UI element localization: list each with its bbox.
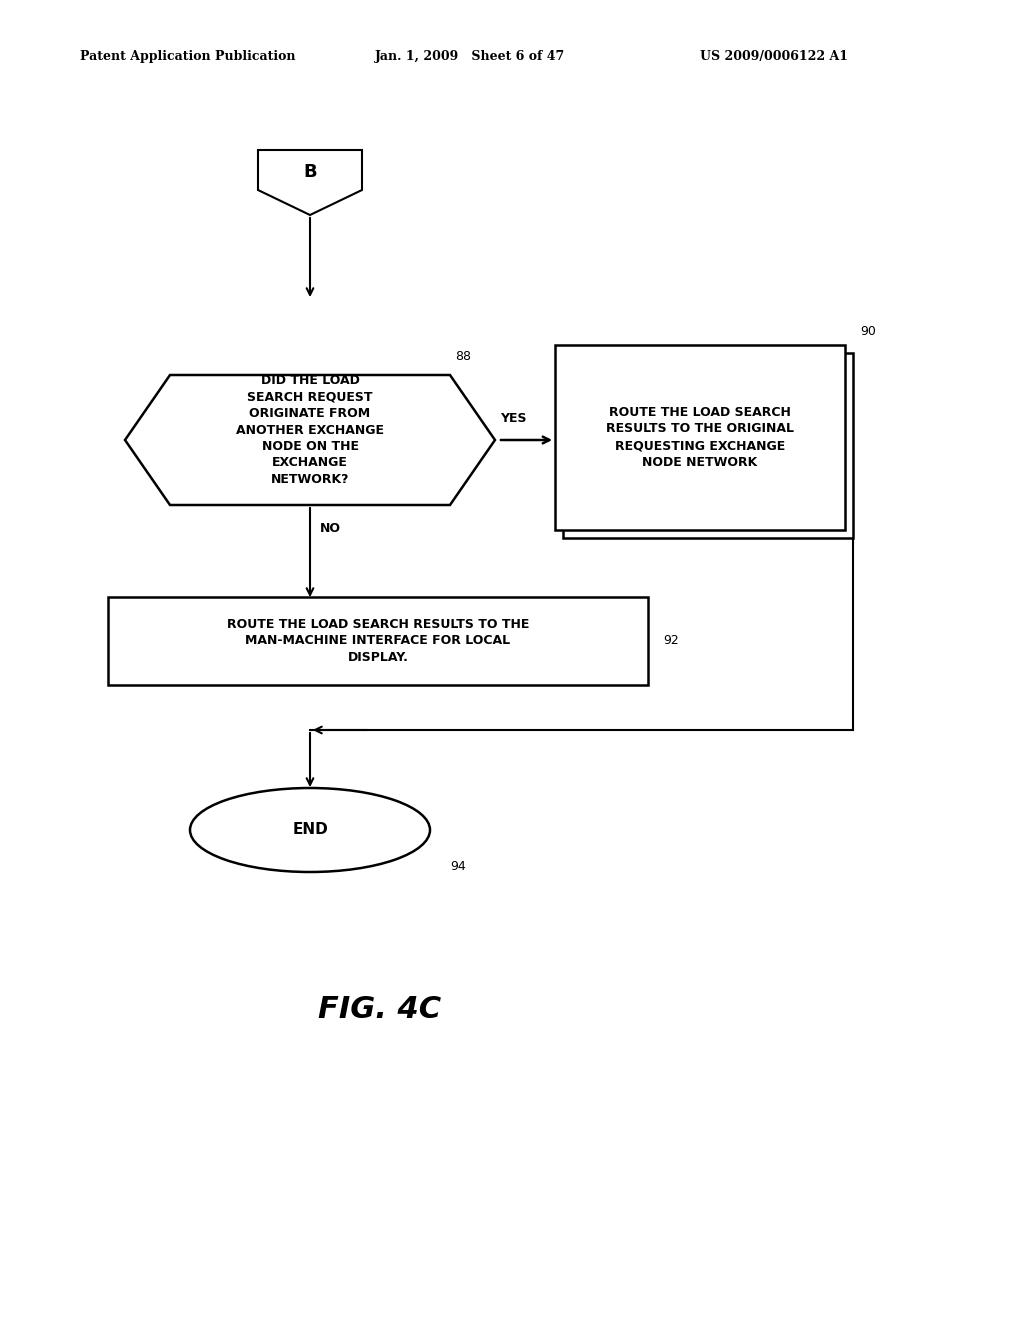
Text: Patent Application Publication: Patent Application Publication <box>80 50 296 63</box>
Text: 92: 92 <box>663 635 679 648</box>
Text: 88: 88 <box>455 350 471 363</box>
Text: ROUTE THE LOAD SEARCH
RESULTS TO THE ORIGINAL
REQUESTING EXCHANGE
NODE NETWORK: ROUTE THE LOAD SEARCH RESULTS TO THE ORI… <box>606 405 794 470</box>
FancyBboxPatch shape <box>555 345 845 531</box>
Text: NO: NO <box>319 521 341 535</box>
Text: B: B <box>303 162 316 181</box>
FancyBboxPatch shape <box>108 597 648 685</box>
Text: DID THE LOAD
SEARCH REQUEST
ORIGINATE FROM
ANOTHER EXCHANGE
NODE ON THE
EXCHANGE: DID THE LOAD SEARCH REQUEST ORIGINATE FR… <box>236 374 384 486</box>
Text: 90: 90 <box>860 325 876 338</box>
FancyBboxPatch shape <box>563 352 853 539</box>
Text: FIG. 4C: FIG. 4C <box>318 995 441 1024</box>
Text: END: END <box>292 822 328 837</box>
Text: 94: 94 <box>450 861 466 873</box>
Text: US 2009/0006122 A1: US 2009/0006122 A1 <box>700 50 848 63</box>
Text: ROUTE THE LOAD SEARCH RESULTS TO THE
MAN-MACHINE INTERFACE FOR LOCAL
DISPLAY.: ROUTE THE LOAD SEARCH RESULTS TO THE MAN… <box>226 618 529 664</box>
Text: YES: YES <box>500 412 526 425</box>
Text: Jan. 1, 2009   Sheet 6 of 47: Jan. 1, 2009 Sheet 6 of 47 <box>375 50 565 63</box>
